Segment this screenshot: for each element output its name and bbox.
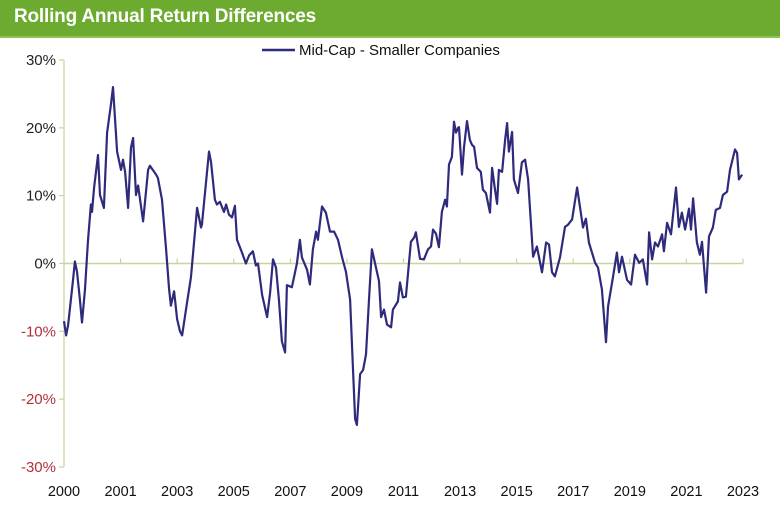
x-axis-ticks: 2000 2001 2003 2005 2007 2009 2011 2013 2015 2017…	[48, 258, 759, 500]
y-axis-ticks: 30% 20% 10% 0% -10% -20% -30%	[21, 52, 64, 476]
x-tick-label: 2005	[218, 484, 250, 500]
legend-label: Mid-Cap - Smaller Companies	[299, 42, 500, 59]
y-tick-label: -20%	[21, 391, 56, 408]
x-tick-label: 2015	[501, 484, 533, 500]
x-tick-label: 2011	[388, 484, 419, 500]
chart-header: Rolling Annual Return Differences	[0, 0, 780, 38]
y-tick-label: -10%	[21, 323, 56, 340]
x-tick-label: 2019	[614, 484, 646, 500]
x-tick-label: 2003	[161, 484, 193, 500]
x-tick-label: 2009	[331, 484, 363, 500]
x-tick-label: 2021	[670, 484, 702, 500]
x-tick-label: 2023	[727, 484, 759, 500]
series-line-mid-cap-smaller-companies	[62, 86, 744, 426]
x-tick-label: 2000	[48, 484, 80, 500]
x-tick-label: 2007	[274, 484, 306, 500]
y-tick-label: 10%	[26, 188, 56, 205]
y-tick-label: 30%	[26, 52, 56, 69]
x-tick-label: 2001	[104, 484, 136, 500]
chart-title: Rolling Annual Return Differences	[14, 6, 317, 27]
y-tick-label: 20%	[26, 120, 56, 137]
y-tick-label: -30%	[21, 459, 56, 476]
x-tick-label: 2017	[557, 484, 589, 500]
legend: Mid-Cap - Smaller Companies	[262, 42, 500, 59]
x-tick-label: 2013	[444, 484, 476, 500]
y-tick-label: 0%	[34, 256, 56, 273]
